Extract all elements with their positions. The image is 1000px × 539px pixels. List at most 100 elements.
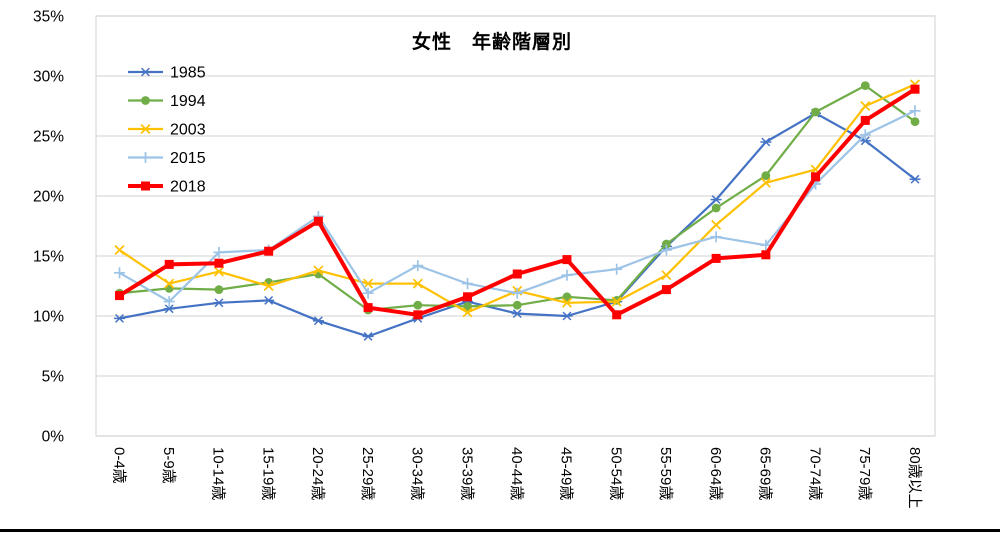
data-point-marker [760,177,771,188]
data-point-marker [711,203,721,213]
data-point-marker [264,246,274,256]
data-point-marker [860,115,870,125]
data-point-marker [561,269,573,281]
data-point-marker [141,181,150,191]
data-point-marker [512,300,522,310]
x-axis-tick-label: 40-44歳 [508,447,525,500]
data-point-marker [711,219,722,230]
data-point-marker [413,300,423,310]
x-axis-tick-label: 75-79歳 [856,447,873,500]
x-axis-tick-label: 80歳以上 [906,447,923,509]
data-point-marker [114,313,125,323]
data-point-marker [362,331,374,341]
legend-item-2015: 2015 [128,150,206,167]
data-point-marker [661,285,671,295]
y-axis-tick-label: 5% [42,369,65,386]
data-point-marker [413,310,423,320]
data-point-marker [761,250,771,260]
data-point-marker [611,263,623,275]
x-axis-tick-label: 35-39歳 [458,447,475,500]
y-axis-labels: 0% 5% 10% 15% 20% 25% 30% 35% [33,9,64,446]
data-point-marker [909,174,921,184]
data-point-marker [710,195,722,205]
x-axis-tick-label: 0-4歳 [110,447,127,484]
data-point-marker [611,296,622,307]
data-point-marker [115,291,124,301]
legend-label: 1994 [170,93,206,110]
data-point-marker [412,260,424,272]
data-point-marker [164,278,175,289]
data-point-marker [760,239,772,251]
data-point-marker [313,216,323,226]
legend-item-1994: 1994 [128,93,206,110]
data-point-marker [811,172,821,182]
data-point-marker [140,152,151,163]
chart-title: 女性 年齢階層別 [411,32,572,53]
chart-legend: 1985 1994 2003 2015 2018 [128,65,206,196]
data-point-marker [661,270,672,281]
series-2003 [114,79,921,318]
data-point-marker [214,258,224,268]
data-point-marker [462,278,474,290]
x-axis-tick-label: 20-24歳 [309,447,326,500]
data-point-marker [412,278,423,289]
data-point-marker [213,266,224,277]
legend-label: 2015 [170,150,206,167]
x-axis-tick-label: 5-9歳 [160,447,177,484]
data-point-marker [141,96,150,105]
data-point-marker [313,265,324,276]
data-point-marker [910,117,920,126]
data-point-marker [760,137,772,147]
data-point-marker [761,171,771,181]
series-1985 [114,108,921,341]
data-point-marker [363,278,374,289]
series-line-2018 [117,87,917,317]
legend-label: 1985 [170,65,206,82]
data-point-marker [860,100,871,112]
x-axis-tick-label: 70-74歳 [806,447,823,500]
x-axis-tick-label: 25-29歳 [359,447,376,500]
data-point-marker [860,81,870,90]
legend-label: 2003 [170,122,206,139]
data-point-marker [512,269,522,279]
data-point-marker [462,307,473,318]
data-point-marker [561,297,572,308]
series-2018 [115,84,920,320]
x-axis-tick-label: 55-59歳 [657,447,674,500]
y-axis-tick-label: 35% [33,9,64,26]
data-point-marker [463,302,472,311]
data-point-marker [213,298,225,308]
data-point-marker [711,253,721,263]
data-point-marker [114,244,125,256]
y-axis-tick-label: 15% [33,249,64,266]
data-point-marker [811,107,820,117]
data-point-marker [312,316,324,326]
x-axis-tick-label: 10-14歳 [210,447,227,500]
data-point-marker [612,310,622,320]
data-point-marker [164,284,174,293]
page-bottom-border [0,529,1000,532]
x-axis-labels: 0-4歳 5-9歳 10-14歳 15-19歳 20-24歳 25-29歳 30-34歳 35… [110,447,923,509]
data-point-marker [511,287,523,299]
data-point-marker [909,105,921,117]
data-point-marker [362,287,374,299]
x-axis-tick-label: 65-69歳 [757,447,774,500]
data-point-marker [140,67,151,77]
data-point-marker [562,255,572,265]
data-point-marker [163,304,175,314]
data-point-marker [710,231,722,243]
legend-item-1985: 1985 [128,65,206,82]
data-point-marker [859,129,871,141]
data-point-marker [163,296,175,308]
data-point-marker [363,303,373,313]
data-point-marker [562,292,572,302]
x-axis-tick-label: 50-54歳 [607,447,624,500]
y-axis-tick-label: 30% [33,69,64,86]
y-axis-tick-label: 10% [33,309,64,326]
series-1994 [115,81,920,315]
legend-item-2018: 2018 [128,179,206,196]
data-point-marker [140,123,151,135]
data-point-marker [114,267,125,279]
y-axis-tick-label: 0% [42,429,65,446]
